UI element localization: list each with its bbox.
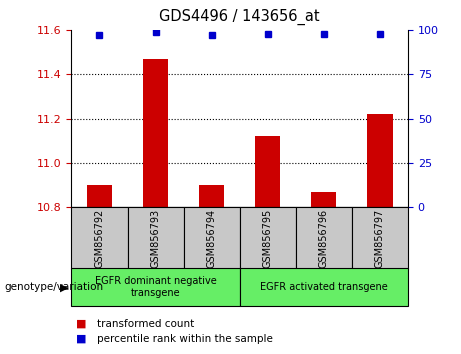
- Text: ▶: ▶: [60, 282, 68, 292]
- Text: GDS4496 / 143656_at: GDS4496 / 143656_at: [160, 9, 320, 25]
- Bar: [311, 192, 337, 207]
- Bar: [183, 207, 240, 269]
- Bar: [240, 268, 408, 306]
- Text: GSM856795: GSM856795: [263, 209, 273, 268]
- Bar: [128, 207, 183, 269]
- Bar: [87, 185, 112, 207]
- Bar: [240, 207, 296, 269]
- Text: GSM856793: GSM856793: [151, 209, 160, 268]
- Bar: [143, 59, 168, 207]
- Text: ■: ■: [76, 319, 87, 329]
- Bar: [367, 114, 393, 207]
- Text: GSM856797: GSM856797: [375, 209, 385, 268]
- Text: GSM856792: GSM856792: [95, 209, 105, 268]
- Bar: [199, 185, 225, 207]
- Text: EGFR dominant negative
transgene: EGFR dominant negative transgene: [95, 276, 217, 298]
- Bar: [352, 207, 408, 269]
- Text: genotype/variation: genotype/variation: [5, 282, 104, 292]
- Text: percentile rank within the sample: percentile rank within the sample: [97, 334, 273, 344]
- Bar: [71, 268, 240, 306]
- Text: ■: ■: [76, 334, 87, 344]
- Text: GSM856796: GSM856796: [319, 209, 329, 268]
- Text: transformed count: transformed count: [97, 319, 194, 329]
- Text: EGFR activated transgene: EGFR activated transgene: [260, 282, 388, 292]
- Bar: [71, 207, 128, 269]
- Text: GSM856794: GSM856794: [207, 209, 217, 268]
- Bar: [255, 136, 280, 207]
- Bar: [296, 207, 352, 269]
